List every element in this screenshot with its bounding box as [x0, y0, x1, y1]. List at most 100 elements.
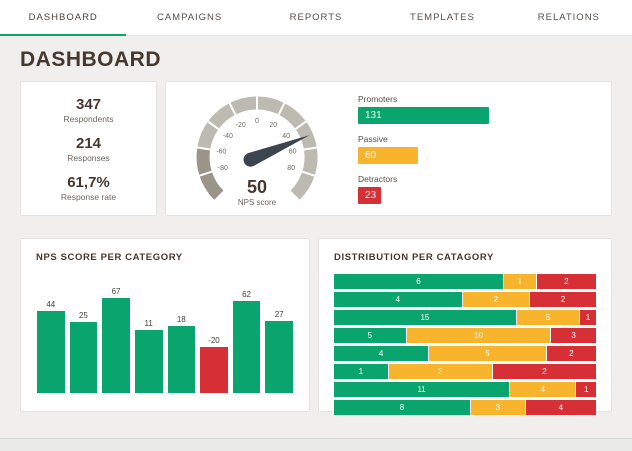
bottom-row: NPS SCORE PER CATEGORY 44 25 67 11 18 -20 62 27…: [20, 238, 612, 415]
distribution-segment-passive[interactable]: 10: [406, 328, 551, 343]
tab-label: DASHBOARD: [28, 12, 98, 23]
breakdown-label: Promoters: [358, 93, 398, 104]
bar-value-label: -20: [208, 336, 220, 345]
stat-responses: 214 Responses: [21, 135, 156, 163]
bar[interactable]: [134, 330, 163, 393]
breakdown-bar[interactable]: 23: [358, 186, 381, 204]
distribution-segment-promoters[interactable]: 5: [334, 328, 406, 343]
bar[interactable]: [200, 347, 228, 393]
distribution-segment-promoters[interactable]: 6: [334, 274, 503, 289]
stat-value: 61,7%: [67, 173, 110, 191]
distribution-segment-passive[interactable]: 4: [510, 382, 576, 397]
distribution-segment-passive[interactable]: 5: [516, 310, 579, 325]
breakdown-label: Passive: [358, 133, 388, 144]
gauge-tick: -60: [216, 148, 226, 155]
distribution-segment-passive[interactable]: 2: [462, 292, 529, 307]
distribution-segment-promoters[interactable]: 4: [334, 346, 429, 361]
gauge-tick: 60: [289, 148, 297, 155]
top-row: 347 Respondents 214 Responses 61,7% Resp…: [20, 81, 612, 216]
nps-gauge-card: -80 -60 -40 -20 0 20 40 60 80 50 NPS sco…: [165, 81, 612, 216]
breakdown-bar[interactable]: 131: [358, 106, 489, 124]
bar-value-label: 44: [46, 300, 56, 309]
distribution-segment-passive[interactable]: 5: [429, 346, 546, 361]
distribution-segment-promoters[interactable]: 4: [334, 292, 462, 307]
bar[interactable]: [232, 301, 261, 393]
distribution-segment-promoters[interactable]: 1: [334, 364, 388, 379]
bar-value-label: 27: [274, 310, 284, 319]
distribution-segment-detractors[interactable]: 2: [529, 292, 596, 307]
breakdown-item: Passive 60: [358, 134, 597, 164]
bar-column: 25: [69, 311, 98, 393]
gauge-tick: 40: [282, 132, 290, 139]
distribution-chart-card: DISTRIBUTION PER CATAGORY 6 1 2 4 2 2 15 5 1 5 10 3…: [318, 238, 612, 415]
bar-column: 44: [37, 300, 65, 393]
stats-card: 347 Respondents 214 Responses 61,7% Resp…: [20, 81, 157, 216]
tab-label: RELATIONS: [537, 12, 600, 23]
bar-value-label: 11: [144, 319, 153, 328]
breakdown-label: Detractors: [358, 173, 398, 184]
distribution-segment-passive[interactable]: 2: [388, 364, 492, 379]
bar-value-label: 18: [176, 315, 186, 324]
bar[interactable]: [69, 322, 98, 393]
bar[interactable]: [37, 311, 65, 393]
gauge-tick: 80: [287, 165, 295, 172]
distribution-segment-detractors[interactable]: 4: [525, 400, 596, 415]
chart-title: DISTRIBUTION PER CATAGORY: [334, 252, 494, 263]
stat-label: Response rate: [60, 191, 117, 202]
bar-column: 67: [102, 287, 130, 393]
gauge-needle: [243, 134, 310, 167]
distribution-segment-passive[interactable]: 3: [471, 400, 525, 415]
main-content: DASHBOARD 347 Respondents 214 Responses …: [0, 48, 632, 415]
bar-value-label: 62: [242, 290, 252, 299]
gauge-tick: 20: [269, 121, 277, 128]
distribution-segment-detractors[interactable]: 1: [576, 382, 596, 397]
gauge-tick-labels: -80 -60 -40 -20 0 20 40 60 80: [216, 118, 296, 172]
nps-bar-chart: 44 25 67 11 18 -20 62 27: [36, 275, 294, 393]
distribution-segment-detractors[interactable]: 2: [536, 274, 596, 289]
gauge-caption: NPS score: [238, 198, 277, 207]
gauge-tick: -80: [218, 165, 228, 172]
gauge-tick: 0: [255, 118, 259, 125]
tab-relations[interactable]: RELATIONS: [506, 0, 632, 35]
stat-respondents: 347 Respondents: [21, 96, 156, 124]
distribution-segment-detractors[interactable]: 3: [551, 328, 596, 343]
chart-title: NPS SCORE PER CATEGORY: [36, 252, 183, 263]
distribution-row: 11 4 1: [334, 382, 596, 397]
gauge-tick: -20: [236, 121, 246, 128]
stat-label: Responses: [67, 152, 110, 163]
bar-column: 18: [167, 315, 196, 393]
distribution-segment-promoters[interactable]: 15: [334, 310, 516, 325]
distribution-row: 15 5 1: [334, 310, 596, 325]
bar[interactable]: [102, 298, 130, 393]
tab-templates[interactable]: TEMPLATES: [379, 0, 505, 35]
horizontal-scrollbar-track[interactable]: [0, 438, 632, 451]
distribution-segment-detractors[interactable]: 2: [546, 346, 596, 361]
tab-label: TEMPLATES: [410, 12, 475, 23]
bar[interactable]: [265, 321, 293, 393]
distribution-row: 5 10 3: [334, 328, 596, 343]
nps-gauge: -80 -60 -40 -20 0 20 40 60 80 50 NPS sco…: [195, 94, 319, 207]
stat-value: 347: [75, 95, 102, 113]
distribution-segment-detractors[interactable]: 1: [580, 310, 596, 325]
stat-value: 214: [75, 134, 102, 152]
distribution-segment-detractors[interactable]: 2: [492, 364, 596, 379]
breakdown-item: Promoters 131: [358, 94, 597, 124]
distribution-chart: 6 1 2 4 2 2 15 5 1 5 10 3 4 5 2 1 2 2 11 4 1 8 3 4: [334, 274, 596, 415]
gauge-score: 50: [247, 177, 267, 197]
breakdown-bar[interactable]: 60: [358, 146, 418, 164]
distribution-segment-promoters[interactable]: 11: [334, 382, 510, 397]
distribution-segment-passive[interactable]: 1: [503, 274, 536, 289]
gauge-tick: -40: [223, 132, 233, 139]
tab-campaigns[interactable]: CAMPAIGNS: [126, 0, 252, 35]
tab-label: REPORTS: [289, 12, 343, 23]
stat-response-rate: 61,7% Response rate: [21, 174, 156, 202]
tab-reports[interactable]: REPORTS: [253, 0, 379, 35]
bar[interactable]: [167, 326, 196, 393]
gauge-segment-dividers: [195, 94, 319, 177]
tab-dashboard[interactable]: DASHBOARD: [0, 0, 127, 36]
distribution-segment-promoters[interactable]: 8: [334, 400, 470, 415]
